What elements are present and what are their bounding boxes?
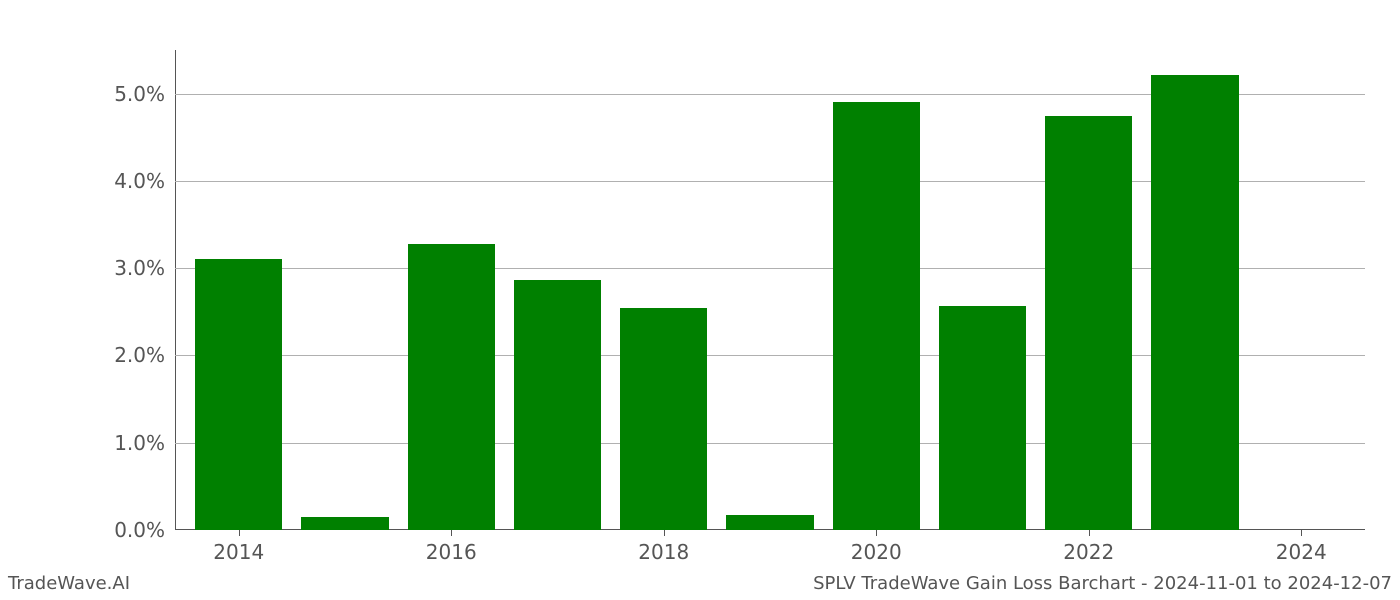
x-tick-mark [1301, 530, 1302, 536]
x-tick-mark [239, 530, 240, 536]
x-tick-label: 2022 [1063, 540, 1114, 564]
footer-left-text: TradeWave.AI [8, 573, 130, 594]
y-tick-label: 3.0% [95, 256, 165, 280]
x-tick-label: 2024 [1276, 540, 1327, 564]
bar [1045, 116, 1132, 530]
y-tick-label: 1.0% [95, 431, 165, 455]
y-tick-label: 5.0% [95, 82, 165, 106]
bar [939, 306, 1026, 530]
y-axis-line [175, 50, 176, 530]
bar [195, 259, 282, 530]
bar [726, 515, 813, 530]
x-tick-mark [1089, 530, 1090, 536]
bar [1151, 75, 1238, 530]
y-tick-label: 0.0% [95, 518, 165, 542]
x-tick-mark [876, 530, 877, 536]
y-tick-label: 2.0% [95, 343, 165, 367]
footer-right-text: SPLV TradeWave Gain Loss Barchart - 2024… [813, 573, 1392, 594]
x-tick-mark [451, 530, 452, 536]
x-tick-mark [664, 530, 665, 536]
y-tick-label: 4.0% [95, 169, 165, 193]
x-tick-label: 2014 [213, 540, 264, 564]
bar [301, 517, 388, 530]
bar [408, 244, 495, 530]
bar [514, 280, 601, 530]
x-tick-label: 2018 [638, 540, 689, 564]
x-tick-label: 2020 [851, 540, 902, 564]
bar [833, 102, 920, 530]
x-tick-label: 2016 [426, 540, 477, 564]
chart-plot-area [175, 50, 1365, 530]
bar [620, 308, 707, 530]
